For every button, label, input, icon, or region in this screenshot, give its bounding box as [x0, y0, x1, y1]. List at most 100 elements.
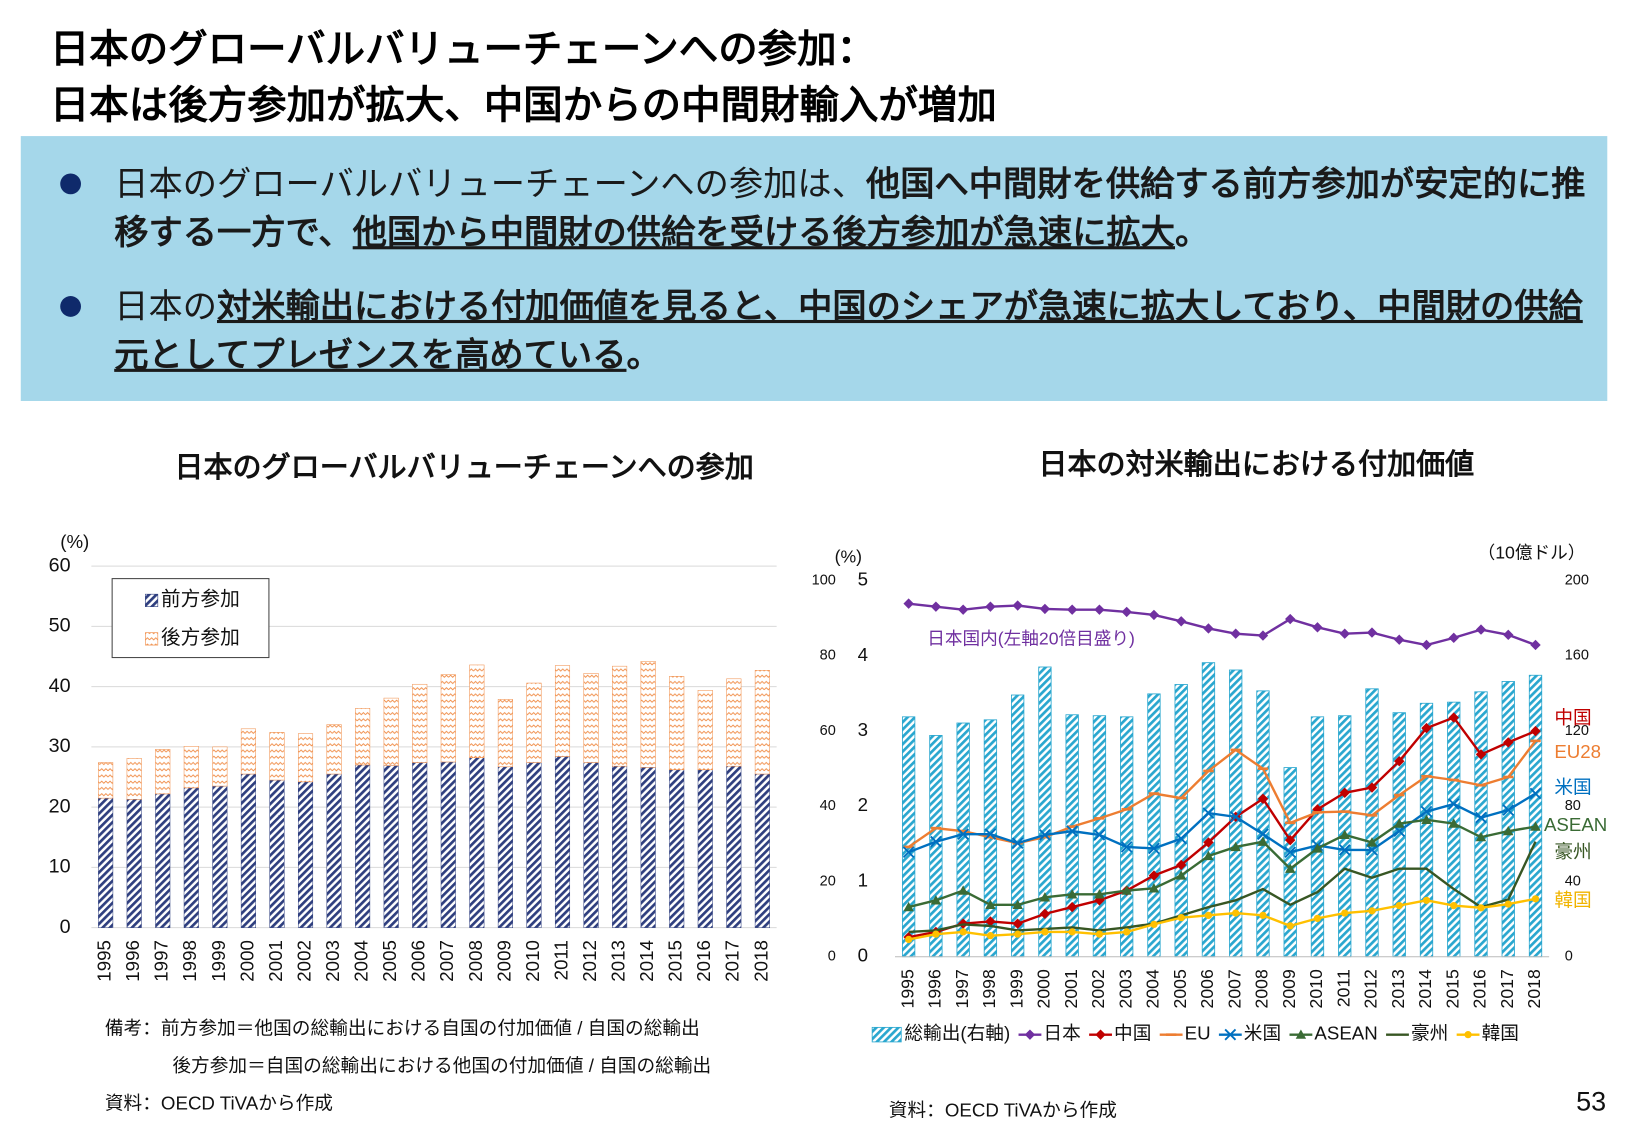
- y-tick-label: 20: [49, 795, 71, 817]
- marker: [1395, 901, 1403, 910]
- marker: [1477, 904, 1485, 912]
- marker: [1232, 909, 1240, 917]
- marker: [1448, 712, 1459, 723]
- slide-title: 日本は後方参加が拡大、中国からの中間財輸入が増加: [49, 84, 997, 128]
- marker: [1285, 834, 1296, 846]
- marker: [1366, 837, 1378, 847]
- axis-label: (%): [60, 531, 89, 552]
- x-tick-label: 2014: [1415, 969, 1435, 1008]
- marker: [1284, 846, 1297, 859]
- bar: [297, 733, 314, 783]
- y-tick-label: 0: [828, 949, 836, 965]
- marker: [1368, 907, 1376, 915]
- marker: [1148, 883, 1160, 893]
- x-tick-label: 2011: [1333, 969, 1353, 1007]
- marker: [957, 604, 969, 615]
- bar: [583, 762, 599, 928]
- line: [908, 792, 1537, 854]
- marker: [984, 828, 997, 840]
- marker: [1039, 892, 1051, 902]
- legend-label: 総輸出(右軸): [904, 1023, 1010, 1044]
- marker: [1502, 804, 1515, 816]
- x-tick-label: 1996: [925, 969, 945, 1008]
- marker: [1464, 1031, 1472, 1039]
- text-run: 他国から中間財の供給を受ける後方参加が急速に拡大: [352, 212, 1176, 252]
- annotation: 米国: [1554, 776, 1591, 797]
- y-tick-label: 30: [49, 735, 71, 757]
- marker: [1312, 622, 1323, 633]
- marker: [1039, 603, 1051, 615]
- marker: [1257, 828, 1269, 840]
- x-tick-label: 1995: [897, 969, 917, 1008]
- bar: [326, 724, 342, 775]
- bar: [497, 766, 513, 928]
- marker: [1066, 825, 1079, 837]
- marker: [1529, 787, 1542, 800]
- legend-box: [111, 578, 270, 659]
- x-tick-label: 1995: [94, 940, 115, 982]
- marker: [1224, 1028, 1237, 1041]
- y-tick-label: 0: [858, 945, 868, 966]
- x-tick-label: 2002: [1088, 969, 1108, 1008]
- bar: [640, 767, 656, 928]
- marker: [1121, 885, 1132, 895]
- bar: [383, 697, 399, 766]
- marker: [1259, 911, 1267, 920]
- marker: [1093, 829, 1106, 841]
- text-run: 日本の: [114, 286, 218, 326]
- legend-label: 豪州: [1411, 1023, 1448, 1044]
- marker: [1039, 829, 1051, 841]
- bar: [669, 769, 685, 928]
- marker: [1177, 913, 1185, 922]
- x-tick-label: 2006: [408, 940, 429, 982]
- marker: [1176, 870, 1187, 880]
- x-tick-label: 2009: [493, 940, 514, 982]
- annotation: 韓国: [1554, 890, 1591, 911]
- bar: [98, 797, 114, 928]
- marker: [1094, 604, 1105, 615]
- marker: [1257, 630, 1269, 641]
- marker: [1068, 928, 1076, 936]
- annotation: EU28: [1554, 741, 1601, 762]
- legend-label: EU: [1185, 1023, 1211, 1044]
- y-tick-label: 50: [49, 615, 71, 637]
- marker: [1095, 1029, 1106, 1040]
- y-tick-label: 20: [820, 873, 836, 889]
- bar: [697, 769, 713, 928]
- marker: [957, 885, 969, 895]
- marker: [1422, 896, 1431, 904]
- x-tick-label: 2010: [522, 940, 543, 982]
- bar: [412, 683, 428, 763]
- marker: [903, 901, 914, 912]
- marker: [1202, 807, 1215, 819]
- marker: [1447, 798, 1460, 810]
- bar: [754, 773, 770, 928]
- x-tick-label: 2003: [1115, 969, 1135, 1008]
- bar: [98, 762, 114, 799]
- text-run: 日本のグローバルバリューチェーンへの参加は、: [114, 164, 866, 203]
- x-tick-label: 2015: [665, 940, 686, 982]
- marker: [1066, 604, 1078, 615]
- bar: [612, 665, 628, 767]
- marker: [1448, 818, 1459, 828]
- source: 資料：OECD TiVAから作成: [104, 1092, 333, 1114]
- chart-title: 日本の対米輸出における付加価値: [1038, 447, 1474, 481]
- marker: [903, 598, 914, 609]
- bar: [155, 793, 171, 928]
- bar: [583, 673, 599, 763]
- axis-label: (%): [835, 546, 862, 566]
- marker: [1257, 836, 1269, 846]
- bar: [297, 781, 314, 928]
- marker: [1120, 841, 1133, 853]
- annotation: 日本国内(左軸20倍目盛り): [927, 629, 1135, 649]
- legend-swatch: [871, 1026, 902, 1043]
- y-tick-label: 10: [49, 856, 71, 878]
- marker: [1204, 911, 1213, 920]
- bar: [240, 728, 256, 775]
- marker: [1121, 606, 1132, 618]
- bar: [669, 676, 685, 771]
- bar: [155, 749, 171, 795]
- bar: [901, 716, 916, 958]
- y2-tick-label: 0: [1565, 949, 1573, 965]
- bar: [183, 746, 199, 789]
